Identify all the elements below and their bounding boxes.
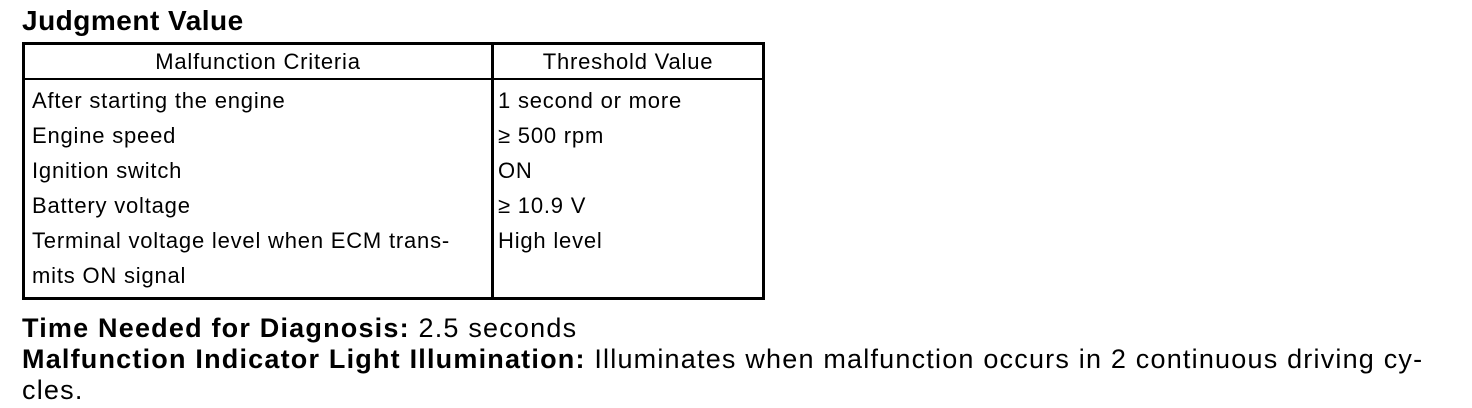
section-title: Judgment Value bbox=[22, 5, 244, 36]
criteria-cell: Terminal voltage level when ECM trans- m… bbox=[32, 228, 450, 288]
threshold-cell: ON bbox=[498, 158, 533, 183]
table-header-row: Malfunction Criteria Threshold Value bbox=[25, 45, 762, 80]
diagnosis-time-label: Time Needed for Diagnosis: bbox=[22, 313, 410, 343]
table-row: After starting the engine 1 second or mo… bbox=[25, 83, 762, 118]
diagnosis-time-value: 2.5 seconds bbox=[409, 313, 578, 343]
table-body: After starting the engine 1 second or mo… bbox=[25, 78, 762, 297]
table-row: Battery voltage ≥ 10.9 V bbox=[25, 188, 762, 223]
criteria-cell: Ignition switch bbox=[32, 158, 183, 183]
threshold-cell: High level bbox=[498, 228, 603, 253]
criteria-cell: Battery voltage bbox=[32, 193, 191, 218]
mil-illumination-line: Malfunction Indicator Light Illumination… bbox=[22, 344, 1472, 375]
diagnosis-time-line: Time Needed for Diagnosis: 2.5 seconds bbox=[22, 313, 1472, 344]
criteria-cell: After starting the engine bbox=[32, 88, 286, 113]
header-cell-threshold-value: Threshold Value bbox=[491, 45, 762, 78]
mil-illumination-text: Illuminates when malfunction occurs in 2… bbox=[585, 344, 1424, 374]
threshold-cell: 1 second or more bbox=[498, 88, 682, 113]
notes-section: Time Needed for Diagnosis: 2.5 seconds M… bbox=[22, 313, 1472, 406]
threshold-cell: ≥ 500 rpm bbox=[498, 123, 605, 148]
mil-illumination-continuation: cles. bbox=[22, 375, 84, 405]
judgment-value-table: Malfunction Criteria Threshold Value Aft… bbox=[22, 42, 765, 300]
mil-illumination-label: Malfunction Indicator Light Illumination… bbox=[22, 344, 586, 374]
criteria-cell: Engine speed bbox=[32, 123, 177, 148]
table-row: Ignition switch ON bbox=[25, 153, 762, 188]
header-cell-malfunction-criteria: Malfunction Criteria bbox=[155, 49, 361, 74]
table-row: Engine speed ≥ 500 rpm bbox=[25, 118, 762, 153]
threshold-cell: ≥ 10.9 V bbox=[498, 193, 587, 218]
table-row: Terminal voltage level when ECM trans- m… bbox=[25, 223, 762, 293]
